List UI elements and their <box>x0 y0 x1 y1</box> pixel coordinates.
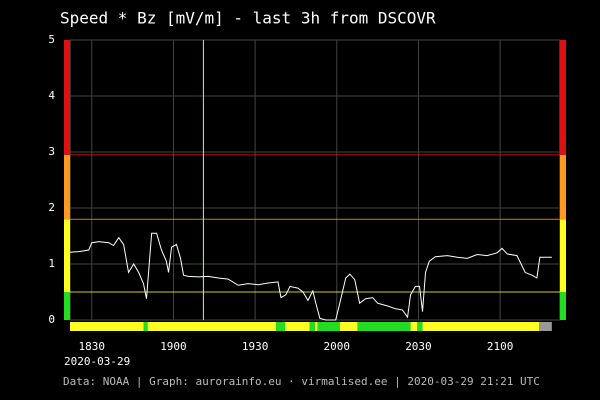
status-segment <box>317 322 340 331</box>
status-segment <box>143 322 148 331</box>
zone-bar-left <box>64 40 70 155</box>
data-line <box>69 232 552 321</box>
y-tick-label: 0 <box>48 313 55 326</box>
status-segment <box>309 322 315 331</box>
plot-frame <box>69 39 561 321</box>
x-tick-label: 1930 <box>242 340 269 353</box>
status-segment <box>147 322 277 331</box>
status-segment <box>285 322 310 331</box>
status-segment <box>339 322 358 331</box>
zone-bar-left <box>64 154 70 220</box>
x-tick-label: 1900 <box>160 340 187 353</box>
status-segment <box>417 322 423 331</box>
y-tick-label: 4 <box>48 89 55 102</box>
x-tick-label: 2030 <box>405 340 432 353</box>
zone-bar-right <box>560 154 566 220</box>
date-label: 2020-03-29 <box>64 355 130 368</box>
zone-bar-right <box>560 292 566 320</box>
x-tick-label: 2100 <box>487 340 514 353</box>
zone-bar-right <box>560 219 566 292</box>
x-tick-label: 1830 <box>79 340 106 353</box>
zone-bar-left <box>64 292 70 320</box>
status-segment <box>422 322 540 331</box>
status-segment <box>357 322 411 331</box>
zone-bar-left <box>64 219 70 292</box>
status-segment <box>410 322 418 331</box>
y-tick-label: 1 <box>48 257 55 270</box>
status-segment <box>315 322 318 331</box>
status-segment <box>70 322 144 331</box>
footer: Data: NOAA | Graph: aurorainfo.eu · virm… <box>63 375 540 388</box>
x-tick-label: 2000 <box>324 340 351 353</box>
status-segment <box>276 322 286 331</box>
y-tick-label: 3 <box>48 145 55 158</box>
status-segment <box>539 322 552 331</box>
y-tick-label: 2 <box>48 201 55 214</box>
chart-title: Speed * Bz [mV/m] - last 3h from DSCOVR <box>60 9 436 28</box>
zone-bar-right <box>560 40 566 155</box>
y-tick-label: 5 <box>48 33 55 46</box>
